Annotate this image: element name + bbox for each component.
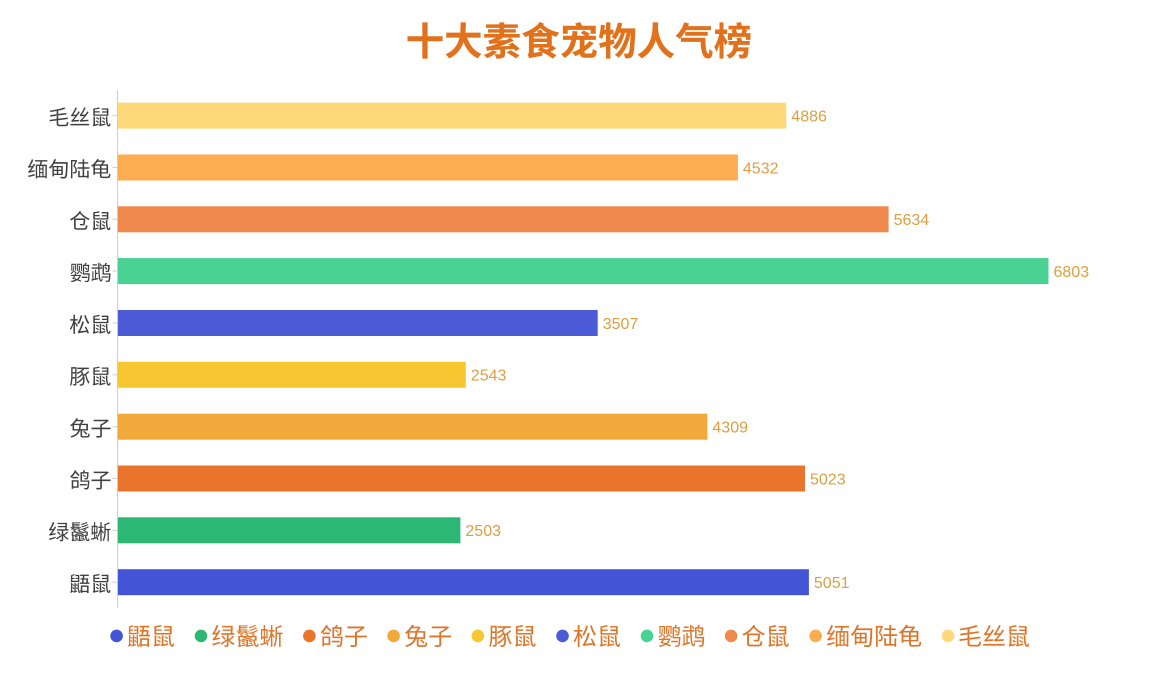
svg-text:5051: 5051: [814, 575, 850, 592]
svg-text:5023: 5023: [810, 471, 846, 488]
svg-text:3507: 3507: [603, 316, 639, 333]
svg-text:4532: 4532: [743, 160, 779, 177]
svg-text:4309: 4309: [712, 420, 748, 437]
svg-text:4886: 4886: [791, 108, 827, 125]
svg-text:2503: 2503: [465, 523, 501, 540]
svg-text:6803: 6803: [1054, 264, 1090, 281]
svg-text:5634: 5634: [894, 212, 930, 229]
svg-text:2543: 2543: [471, 368, 507, 385]
